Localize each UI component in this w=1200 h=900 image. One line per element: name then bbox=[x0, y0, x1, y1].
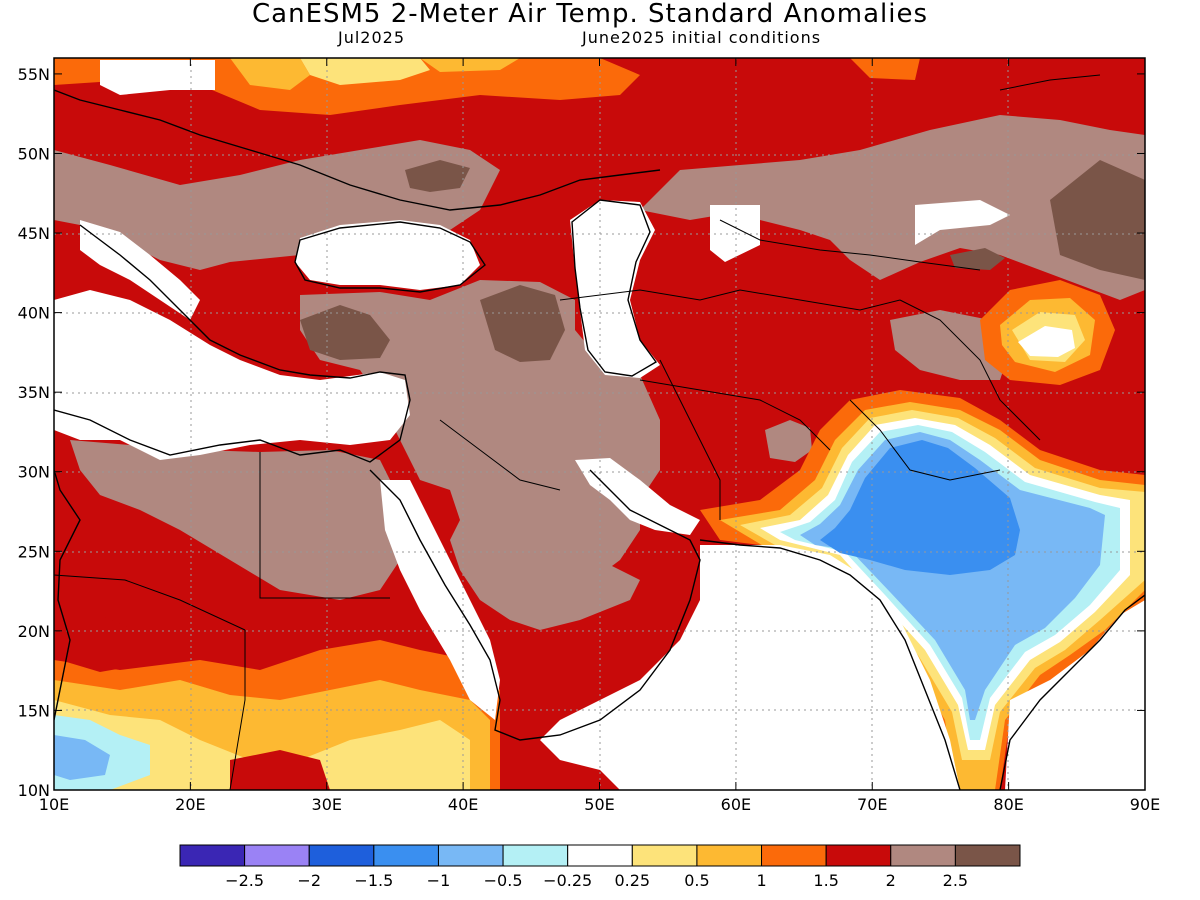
field-darkbrown-mongolia bbox=[950, 248, 1005, 270]
country-borders bbox=[54, 74, 1101, 790]
colorbar-label: 1 bbox=[756, 871, 766, 890]
y-tick-label: 55N bbox=[18, 65, 50, 84]
colorbar-swatch bbox=[890, 844, 956, 867]
y-tick-label: 10N bbox=[18, 781, 50, 800]
colorbar-label: −2.5 bbox=[225, 871, 264, 890]
field-darkbrown-ukraine bbox=[405, 160, 470, 192]
field-blue-india bbox=[820, 440, 1020, 575]
y-tick-label: 25N bbox=[18, 542, 50, 561]
colorbar-label: 2 bbox=[886, 871, 896, 890]
field-brown-iran-spot bbox=[765, 420, 812, 462]
field-midblue-sahel bbox=[54, 735, 110, 780]
colorbar-swatch bbox=[179, 844, 246, 867]
field-brown-sahara bbox=[70, 440, 400, 600]
field-brown-ne-corner bbox=[1050, 160, 1145, 280]
colorbar-swatch bbox=[696, 844, 763, 867]
field-orange-ne bbox=[850, 58, 920, 80]
y-tick-label: 15N bbox=[18, 701, 50, 720]
colorbar-swatch bbox=[567, 844, 633, 867]
x-tick-label: 60E bbox=[721, 795, 751, 814]
colorbar-swatch bbox=[631, 844, 698, 867]
field-yellow-sahel bbox=[54, 700, 470, 790]
colorbar-label: 0.5 bbox=[684, 871, 709, 890]
colorbar-label: 1.5 bbox=[813, 871, 838, 890]
x-tick-label: 90E bbox=[1130, 795, 1160, 814]
colorbar-swatch bbox=[502, 844, 569, 867]
field-brown-europe bbox=[54, 140, 500, 270]
x-axis: 10E 20E 30E 40E 50E 60E 70E 80E 90E bbox=[39, 58, 1160, 814]
field-red-sudan bbox=[230, 750, 330, 790]
field-brown-central-asia bbox=[640, 115, 1145, 300]
colorbar-swatch bbox=[373, 844, 439, 867]
colorbar-label: −0.5 bbox=[484, 871, 523, 890]
field-mask-gulf bbox=[575, 458, 700, 535]
colorbar-label: −2 bbox=[297, 871, 321, 890]
y-axis: 55N 50N 45N 40N 35N 30N 25N 20N 15N 10N bbox=[18, 65, 1145, 800]
map-title: CanESM5 2-Meter Air Temp. Standard Anoma… bbox=[252, 0, 928, 29]
field-white-tibet bbox=[1018, 326, 1075, 357]
colorbar-label: −1.5 bbox=[354, 871, 393, 890]
graticule bbox=[54, 58, 1145, 790]
y-tick-label: 40N bbox=[18, 304, 50, 323]
y-tick-label: 50N bbox=[18, 144, 50, 163]
field-brown-china bbox=[890, 310, 1010, 380]
anomaly-field bbox=[54, 58, 1145, 790]
field-lightorange-north bbox=[230, 58, 310, 90]
field-brown-turkey-iran bbox=[300, 280, 660, 575]
colorbar-swatch bbox=[761, 844, 827, 867]
x-tick-label: 80E bbox=[993, 795, 1023, 814]
field-red-sahel bbox=[60, 615, 140, 672]
field-mask-north bbox=[100, 60, 215, 95]
field-mask-arabiansea bbox=[540, 545, 960, 790]
field-mask-redsea bbox=[380, 480, 500, 720]
y-tick-label: 20N bbox=[18, 622, 50, 641]
x-tick-label: 10E bbox=[39, 795, 69, 814]
field-mask-aral bbox=[710, 205, 760, 262]
subtitle-month: Jul2025 bbox=[338, 28, 406, 47]
field-lightorange-north2 bbox=[420, 58, 520, 72]
subtitle-initial-conditions: June2025 initial conditions bbox=[582, 28, 822, 47]
x-tick-label: 20E bbox=[175, 795, 205, 814]
colorbar: −2.5 −2 −1.5 −1 −0.5 −0.25 0.25 0.5 1 1.5 2 2.5 bbox=[179, 844, 1021, 890]
colorbar-label: 0.25 bbox=[614, 871, 650, 890]
field-darkbrown-caucasus bbox=[480, 285, 565, 362]
x-tick-label: 50E bbox=[584, 795, 614, 814]
colorbar-swatch bbox=[437, 844, 504, 867]
x-tick-label: 70E bbox=[857, 795, 887, 814]
field-mask-blacksea bbox=[295, 220, 480, 290]
x-tick-label: 30E bbox=[312, 795, 342, 814]
colorbar-swatch bbox=[244, 844, 310, 867]
y-tick-label: 35N bbox=[18, 383, 50, 402]
colorbar-label: −1 bbox=[427, 871, 451, 890]
field-mask-mediterranean bbox=[54, 290, 410, 460]
field-darkbrown-turkey bbox=[300, 305, 390, 360]
y-tick-label: 30N bbox=[18, 463, 50, 482]
y-tick-label: 45N bbox=[18, 224, 50, 243]
colorbar-swatch bbox=[825, 844, 892, 867]
colorbar-label: 2.5 bbox=[943, 871, 968, 890]
field-mask-bengal bbox=[1005, 600, 1145, 790]
colorbar-label: −0.25 bbox=[543, 871, 592, 890]
x-tick-label: 40E bbox=[448, 795, 478, 814]
field-yellow-north bbox=[300, 58, 430, 85]
field-mask-italy bbox=[80, 220, 200, 320]
field-brown-arabia bbox=[450, 500, 640, 630]
colorbar-swatch bbox=[954, 844, 1021, 867]
colorbar-swatch bbox=[308, 844, 375, 867]
field-mask-balkhash bbox=[915, 200, 1010, 245]
coastlines bbox=[54, 89, 1145, 790]
